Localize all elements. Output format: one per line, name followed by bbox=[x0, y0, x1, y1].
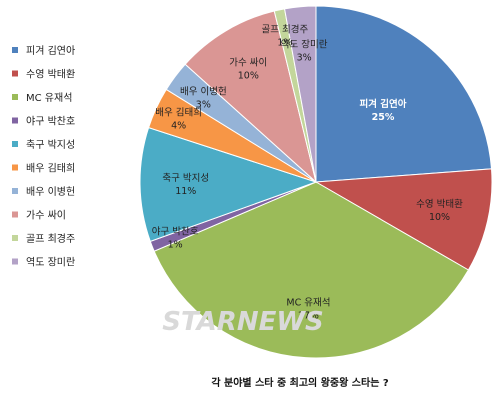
slice-label: 역도 장미란 bbox=[281, 39, 328, 51]
legend-swatch bbox=[12, 211, 18, 218]
slice-value-label: 1% bbox=[277, 38, 292, 49]
slice-value-label: 3% bbox=[297, 53, 312, 64]
pie-slice bbox=[283, 5, 317, 183]
legend-swatch bbox=[12, 141, 18, 147]
legend-label: 배우 이병헌 bbox=[26, 186, 75, 198]
legend-label: 역도 장미란 bbox=[26, 257, 75, 269]
slice-label: MC 유재석 bbox=[286, 297, 330, 308]
legend-label: 축구 박지성 bbox=[26, 139, 75, 151]
pie-slice bbox=[153, 181, 470, 359]
legend-swatch bbox=[12, 235, 18, 241]
legend-label: 골프 최경주 bbox=[26, 232, 75, 245]
pie-slices bbox=[139, 5, 493, 359]
pie-slice bbox=[314, 168, 493, 271]
legend-label: 가수 싸이 bbox=[26, 210, 66, 222]
slice-label: 야구 박찬호 bbox=[152, 226, 199, 237]
legend-swatch bbox=[12, 258, 18, 265]
watermark: STARNEWS bbox=[162, 307, 324, 337]
slice-value-label: 10% bbox=[429, 212, 450, 223]
slice-label: 골프 최경주 bbox=[262, 24, 309, 36]
slice-value-label: 37% bbox=[298, 310, 319, 321]
pie-slice bbox=[184, 10, 317, 184]
legend-swatch bbox=[12, 188, 18, 194]
legend-label: 수영 박태환 bbox=[26, 69, 75, 81]
pie-slice bbox=[139, 126, 318, 243]
legend-swatch bbox=[12, 164, 18, 171]
slice-label: 가수 싸이 bbox=[229, 58, 267, 69]
slice-value-label: 3% bbox=[196, 100, 211, 111]
slice-value-label: 25% bbox=[372, 112, 395, 123]
legend-label: 야구 박찬호 bbox=[26, 116, 75, 128]
slice-labels: 피겨 김연아 25% 수영 박태환 10% MC 유재석 37% 야구 박찬호 1% 축구 박지… bbox=[152, 24, 463, 322]
legend-label: 피겨 김연아 bbox=[26, 45, 75, 57]
legend-swatch bbox=[12, 47, 18, 53]
legend-swatch bbox=[12, 117, 18, 124]
legend-label: 배우 김태희 bbox=[26, 163, 75, 175]
slice-label: 배우 김태희 bbox=[155, 106, 202, 118]
legend-label: MC 유재석 bbox=[26, 92, 72, 104]
pie-slice bbox=[315, 5, 493, 183]
slice-value-label: 10% bbox=[238, 71, 259, 82]
legend-swatch bbox=[12, 70, 18, 77]
legend-swatch bbox=[12, 94, 18, 100]
slice-label: 배우 이병헌 bbox=[180, 87, 227, 98]
slice-label: 축구 박지성 bbox=[162, 173, 209, 184]
slice-label: 수영 박태환 bbox=[416, 198, 463, 210]
slice-value-label: 11% bbox=[175, 186, 196, 197]
chart-title: 각 분야별 스타 중 최고의 왕중왕 스타는 ? bbox=[211, 376, 389, 389]
slice-value-label: 1% bbox=[168, 239, 183, 250]
slice-label: 피겨 김연아 bbox=[360, 98, 407, 110]
slice-value-label: 4% bbox=[171, 120, 186, 131]
